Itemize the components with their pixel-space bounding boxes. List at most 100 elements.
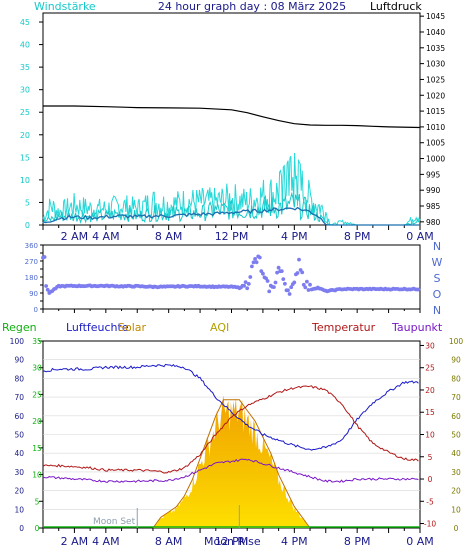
wind-tick-label: 45 [20,18,30,27]
direction-point [272,285,276,289]
direction-point [243,280,248,284]
temperature-tick-label: 10 [425,431,435,440]
legend-temperature: Temperatur [311,321,376,334]
wind-tick-label: 5 [25,198,30,207]
pressure-tick-label: 995 [426,170,441,179]
legend-rain: Regen [2,321,37,334]
direction-point [257,255,262,260]
dewpoint-line [42,458,419,483]
aqi-tick-label: 10 [451,505,461,514]
x-tick-label: 8 AM [155,535,183,548]
direction-point [242,283,247,288]
compass-label: O [433,288,442,301]
pressure-tick-label: 1005 [426,139,445,148]
direction-point [306,288,311,292]
solar-envelope [152,399,311,529]
direction-point [45,287,50,292]
wind-panel-frame [42,12,421,226]
pressure-tick-label: 1045 [426,12,445,21]
humidity-tick-label: 70 [14,393,24,402]
temperature-tick-label: -5 [426,497,434,506]
aqi-tick-label: 40 [451,449,461,458]
pressure-tick-label: 1025 [426,75,445,84]
rain-tick-label: 15 [32,444,42,453]
direction-point [246,282,251,286]
direction-point [289,285,294,290]
pressure-tick-label: 1010 [426,123,445,132]
legend-dewpoint: Taupunkt [391,321,443,334]
aqi-tick-label: 30 [451,468,461,477]
aqi-tick-label: 80 [451,374,461,383]
humidity-line [42,363,419,451]
legend-aqi: AQI [210,321,229,334]
pressure-tick-label: 985 [426,202,441,211]
rain-tick-label: 10 [32,471,42,480]
rain-tick-label: 0 [35,524,40,533]
humidity-tick-label: 10 [14,505,24,514]
direction-point [286,288,290,293]
temperature-tick-label: 20 [425,386,435,395]
direction-point [248,275,253,279]
direction-point [308,282,312,287]
wind-tick-label: 20 [20,131,30,140]
pressure-tick-label: 1040 [426,28,445,37]
moon-set-annotation: Moon Set [93,517,136,527]
x-tick-label: 4 AM [92,230,120,243]
humidity-tick-label: 60 [14,412,24,421]
direction-point [42,255,47,259]
temperature-tick-label: 5 [428,453,433,462]
wind-pressure-series [42,105,421,226]
compass-label: N [433,240,441,253]
direction-point [416,287,421,292]
x-tick-label: 12 PM [215,230,249,243]
direction-point [281,277,286,281]
direction-point [297,257,301,262]
humidity-tick-label: 100 [10,337,25,346]
aqi-tick-label: 70 [451,393,461,402]
x-tick-label: 4 PM [281,535,308,548]
temperature-line [42,385,419,474]
legend-humidity: Luftfeuchte [66,321,129,334]
rain-tick-label: 30 [32,364,42,373]
avg-wind-line [42,206,420,226]
direction-point [254,260,259,265]
x-tick-label: 2 AM [61,230,89,243]
aqi-tick-label: 20 [451,487,461,496]
x-tick-label: 8 PM [344,535,371,548]
temperature-tick-label: 25 [425,364,435,373]
direction-point [275,270,279,275]
temperature-tick-label: -10 [424,520,436,529]
x-tick-labels-bottom: 2 AM 4 AM 8 AM 12 PM 4 PM 8 PM 0 AM [61,535,434,548]
direction-point [287,292,292,296]
rain-tick-label: 5 [35,497,40,506]
x-tick-label: 4 PM [281,230,308,243]
humidity-tick-label: 80 [14,374,24,383]
direction-tick-label: 180 [25,274,38,282]
humidity-tick-label: 0 [19,524,24,533]
direction-point [251,260,256,265]
aqi-tick-label: 90 [451,356,461,365]
aqi-tick-label: 100 [449,337,464,346]
pressure-tick-label: 1000 [426,155,445,164]
chart-title: 24 hour graph day : 08 März 2025 [158,0,346,13]
climate-series [42,363,420,529]
pressure-tick-label: 980 [426,218,441,227]
wind-tick-label: 0 [25,221,30,230]
wind-tick-label: 25 [20,108,30,117]
direction-point [267,289,272,294]
direction-point [295,271,300,275]
humidity-tick-label: 50 [14,431,24,440]
direction-point [250,264,254,269]
x-tick-label: 8 PM [344,230,371,243]
humidity-tick-label: 30 [14,468,24,477]
compass-label: N [433,304,441,317]
aqi-tick-label: 0 [454,524,459,533]
direction-series [41,254,421,296]
wind-tick-label: 40 [20,41,30,50]
compass-label: W [432,256,443,269]
rain-tick-label: 35 [32,337,42,346]
direction-point [44,284,48,288]
x-tick-labels-top: 2 AM 4 AM 8 AM 12 PM 4 PM 8 PM 0 AM [61,230,434,243]
rain-tick-label: 25 [32,390,42,399]
